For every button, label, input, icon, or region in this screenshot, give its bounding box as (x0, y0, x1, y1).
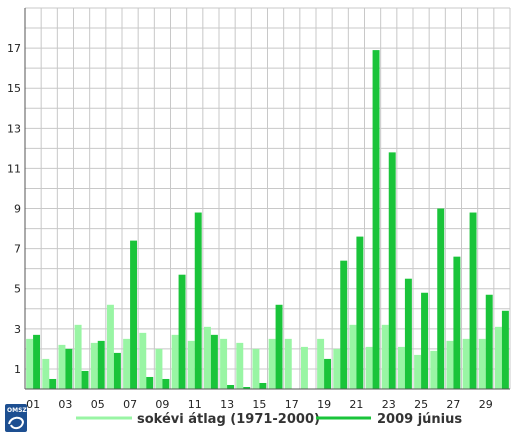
bar-2009-june (65, 348, 73, 389)
bar-2009-june (146, 376, 154, 389)
omsz-logo: OMSZ (5, 404, 27, 432)
bar-2009-june (469, 212, 477, 389)
bar-longterm-average (74, 324, 82, 389)
bars (26, 50, 509, 389)
y-tick-label: 15 (7, 82, 21, 95)
y-tick-label: 17 (7, 42, 21, 55)
x-tick-label: 19 (317, 398, 331, 411)
y-tick-label: 5 (14, 283, 21, 296)
omsz-logo-text: OMSZ (7, 407, 27, 414)
bar-2009-june (275, 304, 283, 389)
x-tick-label: 13 (220, 398, 234, 411)
bar-2009-june (162, 378, 170, 389)
bar-2009-june (113, 352, 121, 389)
bar-2009-june (501, 310, 509, 389)
bar-longterm-average (317, 338, 325, 389)
bar-longterm-average (300, 346, 308, 389)
bar-2009-june (453, 256, 461, 389)
bar-longterm-average (123, 338, 131, 389)
bar-longterm-average (478, 338, 486, 389)
bar-longterm-average (58, 344, 66, 389)
bar-longterm-average (268, 338, 276, 389)
x-tick-label: 25 (414, 398, 428, 411)
bar-2009-june (372, 50, 380, 389)
y-tick-label: 13 (7, 122, 21, 135)
bar-longterm-average (90, 342, 98, 389)
bar-2009-june (485, 294, 493, 389)
bar-longterm-average (349, 324, 357, 389)
bar-longterm-average (42, 358, 50, 389)
bar-longterm-average (26, 338, 34, 389)
bar-2009-june (97, 340, 105, 389)
bar-2009-june (49, 378, 57, 389)
x-tick-label: 23 (382, 398, 396, 411)
y-tick-label: 1 (14, 363, 21, 376)
bar-longterm-average (236, 342, 244, 389)
axes (24, 8, 510, 390)
bar-2009-june (33, 334, 41, 389)
bar-2009-june (178, 274, 186, 389)
x-tick-label: 03 (58, 398, 72, 411)
bar-longterm-average (381, 324, 389, 389)
bar-2009-june (210, 334, 218, 389)
bar-longterm-average (187, 340, 195, 389)
bar-longterm-average (446, 340, 454, 389)
omsz-logo-swirl-icon (8, 416, 25, 430)
bar-longterm-average (155, 348, 163, 389)
bar-longterm-average (171, 334, 179, 389)
x-tick-label: 29 (479, 398, 493, 411)
x-tick-label: 05 (91, 398, 105, 411)
bar-2009-june (437, 208, 445, 389)
x-tick-label: 17 (285, 398, 299, 411)
bar-2009-june (340, 260, 348, 389)
bar-longterm-average (430, 350, 438, 389)
bar-longterm-average (252, 348, 260, 389)
y-tick-label: 7 (14, 243, 21, 256)
bar-2009-june (243, 386, 251, 389)
bar-2009-june (194, 212, 202, 389)
y-tick-label: 3 (14, 323, 21, 336)
bar-longterm-average (333, 348, 341, 389)
bar-2009-june (81, 370, 89, 389)
x-tick-label: 15 (252, 398, 266, 411)
y-tick-label: 11 (7, 162, 21, 175)
bar-longterm-average (397, 346, 405, 389)
y-tick-label: 9 (14, 203, 21, 216)
x-tick-label: 21 (349, 398, 363, 411)
bar-2009-june (324, 358, 332, 389)
x-tick-label: 07 (123, 398, 137, 411)
x-tick-label: 09 (155, 398, 169, 411)
bar-2009-june (404, 278, 412, 389)
bar-longterm-average (220, 338, 228, 389)
bar-2009-june (259, 382, 267, 389)
x-tick-label: 27 (446, 398, 460, 411)
bar-2009-june (356, 236, 364, 389)
bar-longterm-average (365, 346, 373, 389)
bar-longterm-average (106, 304, 114, 389)
bar-longterm-average (284, 338, 292, 389)
bar-2009-june (130, 240, 138, 389)
x-tick-labels: 01 03 05 07 09 11 13 15 17 19 21 23 25 27 29 (26, 398, 493, 411)
bar-longterm-average (139, 332, 147, 389)
bar-longterm-average (494, 326, 502, 389)
bar-longterm-average (414, 354, 422, 389)
bar-longterm-average (462, 338, 470, 389)
legend-label-longterm-average: sokévi átlag (1971-2000) (137, 412, 320, 427)
legend-label-2009-june: 2009 június (377, 412, 462, 427)
bar-2009-june (421, 292, 429, 389)
legend: sokévi átlag (1971-2000) 2009 június (76, 412, 462, 427)
bar-longterm-average (203, 326, 211, 389)
bar-2009-june (388, 152, 396, 389)
x-tick-label: 11 (188, 398, 202, 411)
x-tick-label: 01 (26, 398, 40, 411)
bar-2009-june (227, 384, 235, 389)
